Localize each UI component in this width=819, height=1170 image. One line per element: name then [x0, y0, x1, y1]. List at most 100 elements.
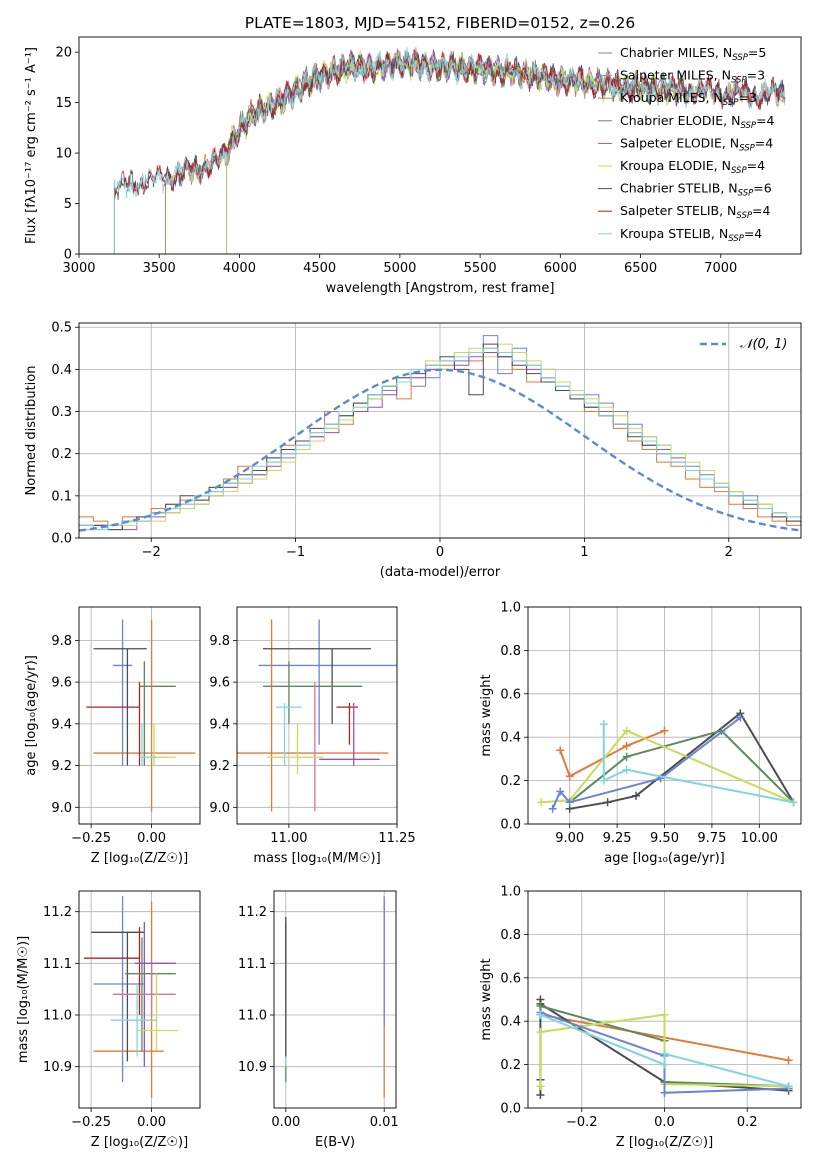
x-tick-label: −0.25	[71, 831, 111, 846]
weight-marker	[599, 776, 608, 785]
y-tick-label: 5	[64, 197, 72, 212]
histograms	[79, 335, 801, 532]
age_weight-frame	[527, 606, 802, 825]
x-tick-label: 11.25	[378, 831, 415, 846]
y-tick-label: 0	[64, 248, 72, 263]
weight-series-line	[541, 729, 794, 804]
legend-label: Chabrier STELIB, NSSP=6	[620, 181, 772, 199]
y-tick-label: 0.8	[500, 928, 521, 943]
x-tick-label: 9.25	[603, 831, 632, 846]
y-axis-label: mass weight	[479, 958, 494, 1040]
y-tick-label: 0.2	[500, 1058, 521, 1073]
weight-marker	[565, 798, 574, 807]
x-tick-label: 11.00	[270, 831, 307, 846]
x-tick-label: 3000	[62, 261, 95, 276]
residuals-axes: −2 −1 0 1 2 0.0 0.1 0.2 0.3 0.4 0.5 (data-model)/er…	[24, 321, 801, 580]
legend-label: 𝒩(0, 1)	[740, 337, 787, 352]
x-tick-label: 4500	[303, 261, 336, 276]
ebv_mass-points	[285, 896, 385, 1098]
y-tick-label: 11.2	[43, 905, 72, 920]
mass_age-frame	[236, 606, 398, 825]
histogram-step-line	[79, 347, 801, 526]
y-tick-label: 0.0	[500, 818, 521, 833]
residuals-frame	[78, 322, 802, 539]
y-tick-label: 9.0	[51, 801, 72, 816]
y-tick-label: 1.0	[500, 601, 521, 616]
legend-label: Kroupa STELIB, NSSP=4	[620, 226, 762, 244]
x-tick-label: 5000	[383, 261, 416, 276]
legend-label: Chabrier MILES, NSSP=5	[620, 45, 766, 63]
weight-marker	[536, 1090, 545, 1099]
y-tick-label: 11.0	[43, 1009, 72, 1024]
y-tick-label: 9.0	[209, 801, 230, 816]
x-tick-label: −1	[286, 545, 305, 560]
y-tick-label: 9.6	[209, 676, 230, 691]
mass_age-axes: 11.00 11.25 9.0 9.2 9.4 9.6 9.8 mass [log₁₀(M/M…	[209, 607, 416, 866]
z_mass-points	[83, 896, 179, 1098]
x-tick-label: 9.75	[697, 831, 726, 846]
spectrum-legend: Chabrier MILES, NSSP=5 Salpeter MILES, NS…	[598, 45, 775, 244]
z_age-axes: −0.25 0.00 9.0 9.2 9.4 9.6 9.8 Z [log₁₀(Z/Z☉)] a…	[24, 607, 200, 866]
y-tick-label: 0.4	[500, 731, 521, 746]
weight-marker	[603, 798, 612, 807]
legend-label: Salpeter MILES, NSSP=3	[620, 68, 765, 86]
y-axis-label: age [log₁₀(age/yr)]	[24, 655, 39, 776]
legend-label: Chabrier ELODIE, NSSP=4	[620, 113, 775, 131]
x-tick-label: 9.50	[650, 831, 679, 846]
y-tick-label: 9.4	[51, 717, 72, 732]
ebv_mass-frame	[273, 890, 397, 1109]
weight-series-line	[602, 724, 794, 804]
gaussian-curve	[79, 368, 801, 532]
weight-marker	[660, 1088, 669, 1097]
weight-marker	[565, 772, 574, 781]
y-tick-label: 0.2	[500, 774, 521, 789]
y-tick-label: 9.8	[51, 634, 72, 649]
y-tick-label: 11.1	[43, 957, 72, 972]
weight-marker	[622, 741, 631, 750]
weight-marker	[736, 713, 745, 722]
x-tick-label: 6000	[544, 261, 577, 276]
z_age-frame	[78, 606, 201, 825]
histogram-step-line	[79, 347, 801, 531]
x-tick-label: 0.2	[737, 1115, 758, 1130]
y-tick-label: 9.2	[51, 759, 72, 774]
x-tick-label: 4000	[223, 261, 256, 276]
x-tick-label: 2	[725, 545, 733, 560]
weight-marker	[622, 765, 631, 774]
y-tick-label: 11.0	[238, 1009, 267, 1024]
y-tick-label: 0.8	[500, 644, 521, 659]
x-tick-label: 5500	[464, 261, 497, 276]
y-tick-label: 11.2	[238, 905, 267, 920]
x-tick-label: 9.00	[555, 831, 584, 846]
weight-marker	[660, 1010, 669, 1019]
legend-label: Salpeter STELIB, NSSP=4	[620, 203, 770, 221]
ebv_mass-axes: 0.00 0.01 10.9 11.0 11.1 11.2 E(B-V)	[238, 891, 399, 1150]
x-axis-label: Z [log₁₀(Z/Z☉)]	[91, 1135, 188, 1150]
mass_age-points	[237, 619, 397, 812]
y-tick-label: 0.3	[51, 405, 72, 420]
y-tick-label: 11.1	[238, 957, 267, 972]
x-axis-label: mass [log₁₀(M/M☉)]	[253, 851, 380, 866]
y-tick-label: 9.4	[209, 717, 230, 732]
y-tick-label: 9.8	[209, 634, 230, 649]
weight-marker	[548, 804, 557, 813]
spectrum-axes: 3000 3500 4000 4500 5000 5500 6000 6500 7000 0 5 10…	[24, 46, 737, 296]
weight-marker	[556, 787, 565, 796]
weight-marker	[789, 798, 798, 807]
weight-marker	[784, 1082, 793, 1091]
y-tick-label: 9.6	[51, 676, 72, 691]
y-tick-label: 0.1	[51, 489, 72, 504]
y-tick-label: 0.5	[51, 321, 72, 336]
weight-series-line	[569, 729, 795, 804]
y-axis-label: mass weight	[479, 674, 494, 756]
weight-marker	[536, 1082, 545, 1091]
weight-marker	[660, 1049, 669, 1058]
x-tick-label: 6500	[624, 261, 657, 276]
weight-marker	[537, 798, 546, 807]
y-tick-label: 0.0	[51, 532, 72, 547]
spectrum-lines	[113, 46, 786, 254]
legend-label: Salpeter ELODIE, NSSP=4	[620, 135, 773, 153]
z_mass-frame	[78, 890, 201, 1109]
x-axis-label: Z [log₁₀(Z/Z☉)]	[91, 851, 188, 866]
